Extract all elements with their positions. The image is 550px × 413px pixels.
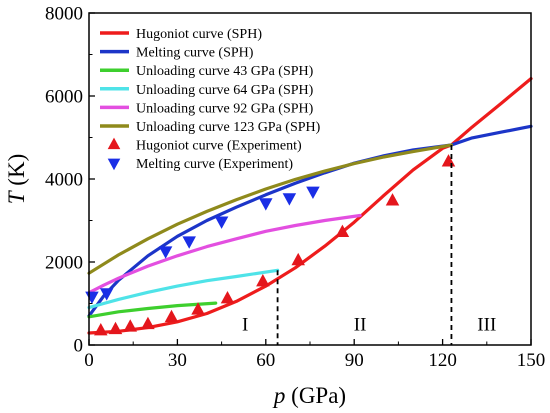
y-tick-label: 6000 (45, 87, 83, 108)
legend-label: Unloading curve 92 GPa (SPH) (136, 101, 314, 116)
series-line-melting-curve-sph (87, 124, 533, 318)
legend-swatch (107, 158, 121, 171)
melting-experiment-marker (214, 216, 229, 229)
hugoniot-experiment-marker (335, 224, 350, 237)
legend-label: Hugoniot curve (SPH) (136, 27, 262, 42)
legend-label: Unloading curve 123 GPa (SPH) (136, 120, 321, 135)
series-line-unloading-curve-43-gpa-sph (87, 301, 218, 319)
legend-item-melting-curve-experiment: Melting curve (Experiment) (107, 157, 293, 172)
series-line-unloading-curve-64-gpa-sph (87, 268, 280, 310)
legend-label: Unloading curve 64 GPa (SPH) (136, 83, 314, 98)
x-tick-label: 0 (84, 350, 94, 371)
hugoniot-experiment-marker (220, 291, 235, 304)
hugoniot-experiment-marker (94, 322, 108, 336)
legend-item-unloading-curve-92-gpa-sph: Unloading curve 92 GPa (SPH) (100, 101, 314, 116)
y-tick-label: 8000 (45, 4, 83, 25)
x-tick-label: 90 (345, 350, 364, 371)
legend-item-unloading-curve-64-gpa-sph: Unloading curve 64 GPa (SPH) (100, 83, 314, 98)
melting-experiment-marker (282, 193, 297, 206)
legend-item-hugoniot-curve-sph: Hugoniot curve (SPH) (100, 27, 262, 42)
x-axis-title: p (GPa) (272, 383, 346, 408)
region-label-layer: I II III (242, 314, 496, 335)
melting-experiment-marker (306, 186, 320, 199)
series-line-unloading-curve-92-gpa-sph (87, 213, 362, 295)
legend: Hugoniot curve (SPH) Melting curve (SPH) U… (100, 27, 321, 172)
melting-experiment-marker (158, 246, 173, 259)
hugoniot-experiment-marker (441, 154, 456, 167)
y-tick-label: 2000 (45, 253, 83, 274)
hugoniot-experiment-marker (141, 316, 155, 330)
x-tick-label: 150 (517, 350, 546, 371)
legend-label: Hugoniot curve (Experiment) (136, 139, 302, 154)
hugoniot-experiment-marker (385, 193, 400, 206)
legend-label: Melting curve (SPH) (136, 46, 254, 61)
tick-layer: 0 30 60 90 120 150 0 2000 4000 6000 8000 (45, 4, 545, 372)
legend-item-unloading-curve-43-gpa-sph: Unloading curve 43 GPa (SPH) (100, 64, 314, 79)
reference-line-layer (276, 144, 453, 345)
legend-swatch (107, 137, 121, 150)
hugoniot-experiment-marker (164, 309, 179, 323)
curve-layer (87, 76, 533, 335)
legend-item-unloading-curve-123-gpa-sph: Unloading curve 123 GPa (SPH) (100, 120, 321, 135)
hugoniot-experiment-marker (123, 319, 138, 332)
hugoniot-experiment-marker (291, 252, 305, 266)
region-label: II (354, 314, 367, 335)
melting-experiment-marker (99, 288, 114, 301)
melting-experiment-marker (259, 198, 273, 211)
x-tick-label: 60 (256, 350, 275, 371)
y-tick-label: 4000 (45, 170, 83, 191)
legend-item-melting-curve-sph: Melting curve (SPH) (100, 46, 254, 61)
melting-experiment-marker (182, 236, 196, 249)
hugoniot-experiment-marker (191, 302, 205, 315)
legend-label: Unloading curve 43 GPa (SPH) (136, 64, 314, 79)
y-axis-title: T (K) (4, 154, 29, 204)
region-label: I (242, 314, 248, 335)
hugoniot-experiment-marker (256, 274, 270, 287)
hugoniot-experiment-marker (108, 321, 123, 335)
x-tick-label: 30 (168, 350, 187, 371)
legend-item-hugoniot-curve-experiment: Hugoniot curve (Experiment) (107, 137, 302, 154)
region-label: III (477, 314, 496, 335)
melting-experiment-marker (85, 291, 99, 304)
x-tick-label: 120 (428, 350, 457, 371)
y-tick-label: 0 (74, 336, 84, 357)
series-line-hugoniot-curve-sph (87, 76, 533, 335)
series-line-unloading-curve-123-gpa-sph (87, 143, 453, 275)
legend-label: Melting curve (Experiment) (136, 157, 293, 172)
